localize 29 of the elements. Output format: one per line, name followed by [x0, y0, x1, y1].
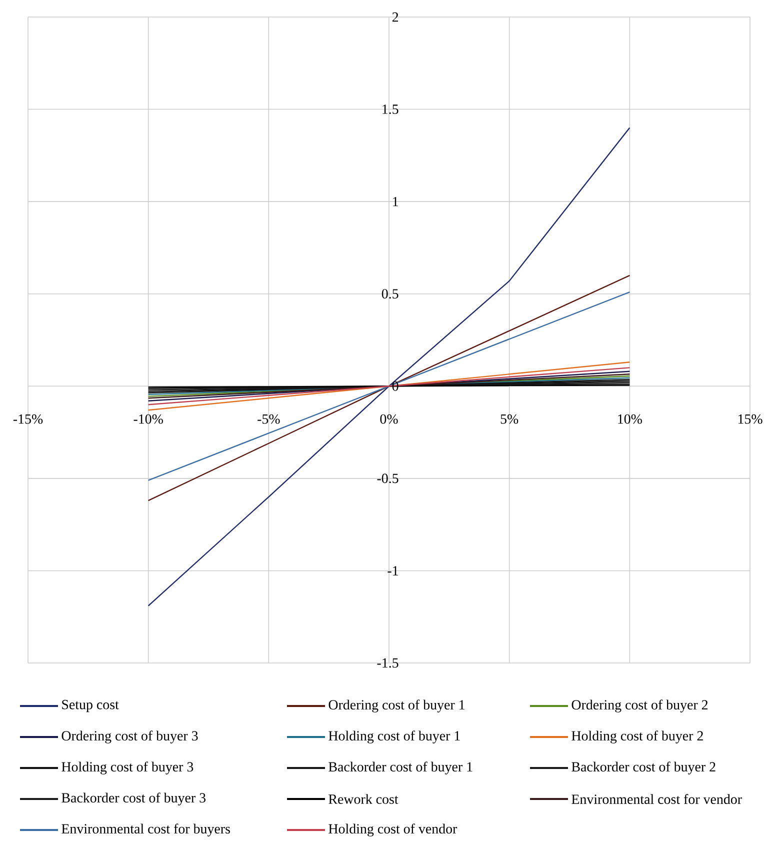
x-tick-label: -15%: [13, 414, 43, 424]
y-tick-label: -0.5: [377, 474, 398, 484]
x-tick-label: -10%: [134, 414, 163, 424]
legend-label: Holding cost of buyer 1: [328, 730, 460, 744]
y-tick-label: 0: [392, 381, 398, 391]
legend-label: Holding cost of buyer 3: [62, 762, 194, 774]
y-tick-label: 2: [392, 12, 398, 22]
legend-label: Ordering cost of buyer 1: [328, 700, 464, 712]
y-tick-label: -1: [388, 566, 398, 576]
y-tick-label: 1: [393, 196, 398, 206]
legend-label: Backorder cost of buyer 1: [328, 762, 472, 774]
legend-label: Environmental cost for buyers: [62, 824, 230, 836]
x-tick-label: -5%: [258, 414, 280, 424]
x-tick-label: 0%: [380, 414, 398, 424]
legend-label: Backorder cost of buyer 3: [62, 792, 206, 806]
legend-label: Ordering cost of buyer 3: [62, 730, 198, 744]
legend-label: Backorder cost of buyer 2: [572, 762, 716, 774]
y-tick-label: 1.5: [382, 104, 398, 114]
x-tick-label: 5%: [500, 414, 518, 424]
legend-label: Environmental cost for vendor: [572, 794, 742, 804]
x-tick-label: 15%: [738, 414, 762, 424]
legend-label: Rework cost: [328, 794, 398, 804]
legend-label: Holding cost of buyer 2: [572, 730, 703, 744]
y-tick-label: -1.5: [377, 658, 398, 668]
legend-label: Setup cost: [62, 700, 119, 712]
legend-label: Holding cost of vendor: [328, 824, 458, 836]
x-tick-label: 10%: [618, 414, 642, 424]
legend-label: Ordering cost of buyer 2: [572, 700, 708, 712]
y-tick-label: 0.5: [382, 289, 398, 299]
